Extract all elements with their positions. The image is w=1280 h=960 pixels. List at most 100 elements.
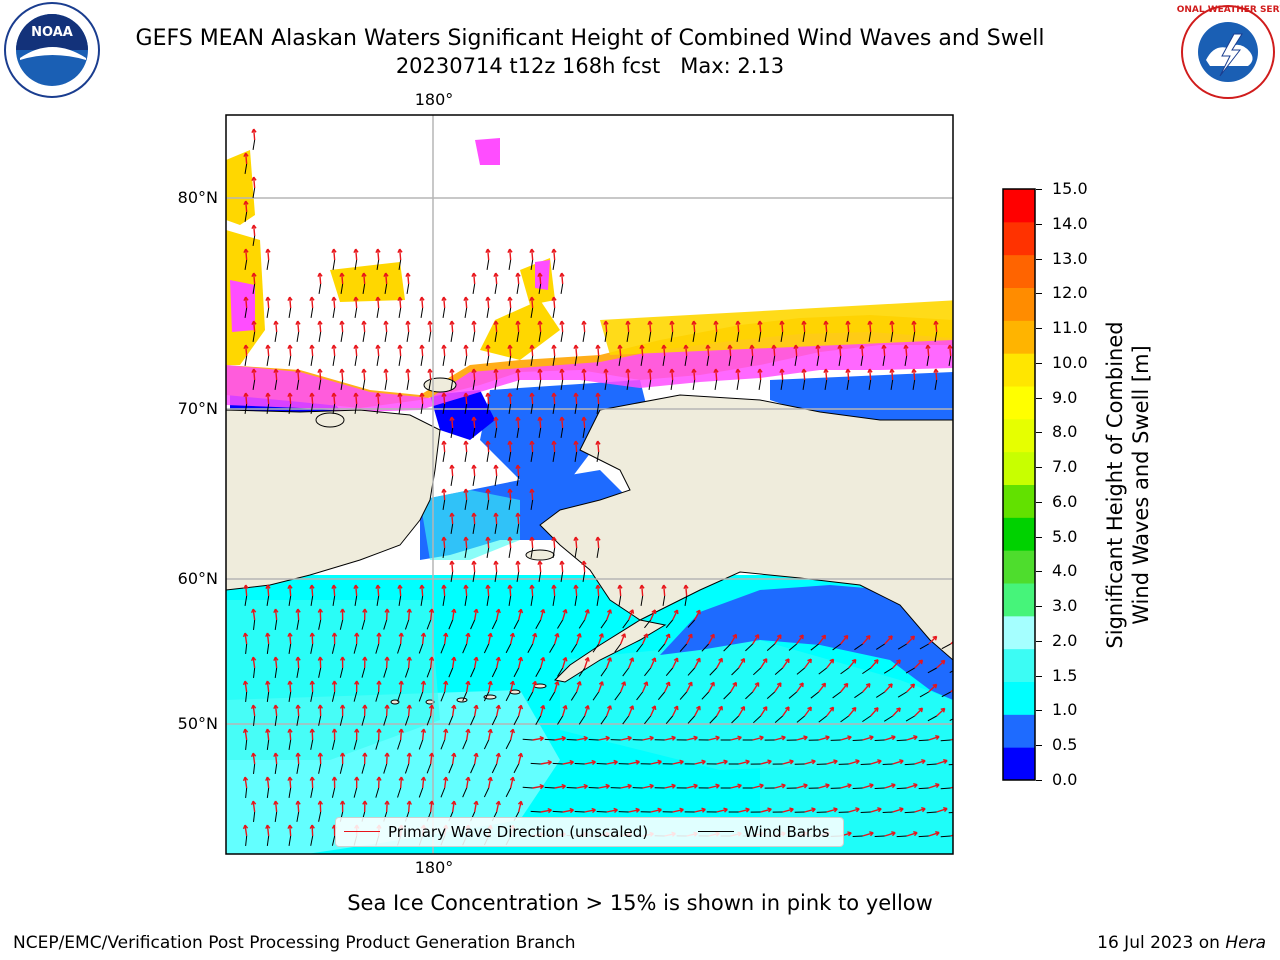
wave-direction-arrowhead — [273, 704, 279, 709]
wave-direction-arrowhead — [428, 800, 435, 805]
wave-direction-arrowhead — [287, 344, 293, 349]
wind-barb — [505, 691, 512, 702]
wave-direction-arrow — [628, 760, 640, 765]
wave-direction-arrowhead — [573, 392, 579, 397]
wave-direction-arrowhead — [463, 440, 469, 445]
wave-direction-arrowhead — [485, 488, 491, 493]
wind-barb — [252, 379, 256, 390]
wave-direction-arrowhead — [419, 296, 425, 301]
wave-direction-arrowhead — [551, 344, 557, 349]
wind-barb — [557, 667, 564, 677]
wind-barb — [618, 355, 622, 366]
wind-barb — [706, 355, 710, 366]
wave-direction-arrow — [253, 368, 256, 381]
wind-barb — [310, 835, 314, 846]
wave-direction-arrow — [443, 584, 446, 597]
wind-barb — [662, 595, 666, 606]
wind-barb — [560, 283, 564, 294]
wind-barb — [927, 667, 937, 674]
wave-direction-arrow — [950, 640, 953, 645]
wave-direction-arrowhead — [643, 633, 649, 638]
wind-barb — [448, 763, 454, 774]
lat-label-60: 60°N — [177, 569, 218, 588]
wind-barb — [464, 499, 468, 510]
wave-direction-arrow — [465, 777, 470, 789]
wave-direction-arrow — [906, 735, 918, 741]
wave-direction-arrowhead — [847, 831, 852, 837]
wave-direction-arrowhead — [243, 248, 249, 253]
wave-direction-arrowhead — [353, 392, 359, 397]
wave-direction-arrowhead — [559, 416, 565, 421]
wave-direction-arrowhead — [507, 392, 513, 397]
wave-direction-arrow — [517, 368, 520, 381]
wave-direction-arrowhead — [493, 320, 499, 325]
wind-barb — [398, 355, 402, 366]
wave-direction-arrow — [407, 800, 411, 813]
wave-direction-arrow — [826, 706, 834, 717]
wave-direction-arrowhead — [507, 248, 513, 253]
wave-direction-arrow — [252, 705, 256, 717]
wind-barb — [245, 787, 248, 798]
wave-direction-arrow — [355, 392, 358, 405]
wave-direction-arrow — [936, 807, 948, 813]
chart-title: GEFS MEAN Alaskan Waters Significant Hei… — [135, 26, 1045, 51]
wind-barb — [398, 259, 402, 270]
wave-direction-arrow — [399, 776, 403, 789]
wind-barb — [472, 475, 476, 486]
wave-direction-arrowhead — [551, 584, 557, 589]
wind-barb — [926, 355, 930, 366]
wave-direction-arrowhead — [629, 657, 635, 662]
wave-direction-arrowhead — [384, 752, 390, 757]
wind-barb — [318, 715, 322, 726]
wave-direction-arrow — [377, 584, 380, 597]
wave-direction-arrow — [575, 536, 578, 549]
wave-direction-arrow — [672, 760, 684, 765]
wind-barb — [288, 355, 292, 366]
wave-direction-arrowhead — [569, 759, 574, 766]
wave-direction-arrowhead — [375, 344, 381, 349]
wave-direction-arrowhead — [529, 584, 535, 589]
wave-direction-arrowhead — [669, 320, 675, 325]
wave-direction-arrowhead — [754, 682, 760, 687]
wave-direction-arrowhead — [443, 680, 449, 686]
wind-barb — [494, 379, 498, 390]
wave-direction-arrow — [531, 344, 534, 357]
wave-direction-arrowhead — [713, 320, 719, 325]
wind-barb — [398, 403, 402, 414]
wave-direction-arrowhead — [559, 320, 565, 325]
wave-direction-arrowhead — [537, 368, 543, 373]
wave-direction-arrowhead — [250, 704, 257, 710]
wave-direction-arrowhead — [807, 658, 812, 664]
wave-direction-arrow — [729, 344, 732, 357]
wave-direction-arrowhead — [493, 512, 499, 517]
wave-direction-arrow — [531, 633, 537, 645]
wave-direction-arrowhead — [935, 734, 940, 741]
wind-barb — [574, 810, 585, 813]
wave-direction-arrowhead — [695, 609, 701, 615]
colorbar-tick-label: 15.0 — [1052, 179, 1088, 198]
wave-direction-arrow — [847, 320, 850, 333]
wave-direction-arrow — [540, 761, 552, 765]
wave-direction-arrow — [509, 344, 512, 357]
wave-direction-arrowhead — [665, 633, 671, 639]
colorbar-cell — [1003, 418, 1035, 453]
wave-direction-arrowhead — [243, 392, 249, 397]
wind-barb — [420, 403, 424, 414]
wind-barb — [574, 762, 585, 765]
wave-direction-arrowhead — [375, 296, 381, 301]
wave-direction-arrowhead — [963, 661, 967, 665]
wave-direction-arrow — [266, 824, 270, 837]
wave-direction-arrowhead — [825, 783, 830, 789]
wave-direction-arrow — [795, 344, 798, 357]
wave-direction-arrow — [781, 320, 784, 333]
wave-direction-arrow — [694, 657, 701, 669]
wave-direction-arrowhead — [376, 632, 382, 637]
wave-direction-arrowhead — [559, 368, 565, 373]
wave-direction-arrowhead — [691, 320, 697, 325]
wave-direction-arrowhead — [896, 659, 901, 665]
wind-barb — [464, 307, 468, 318]
wave-direction-arrow — [245, 344, 248, 357]
wave-direction-arrowhead — [339, 608, 346, 613]
wave-direction-arrow — [289, 728, 292, 741]
wave-direction-arrowhead — [710, 633, 715, 639]
